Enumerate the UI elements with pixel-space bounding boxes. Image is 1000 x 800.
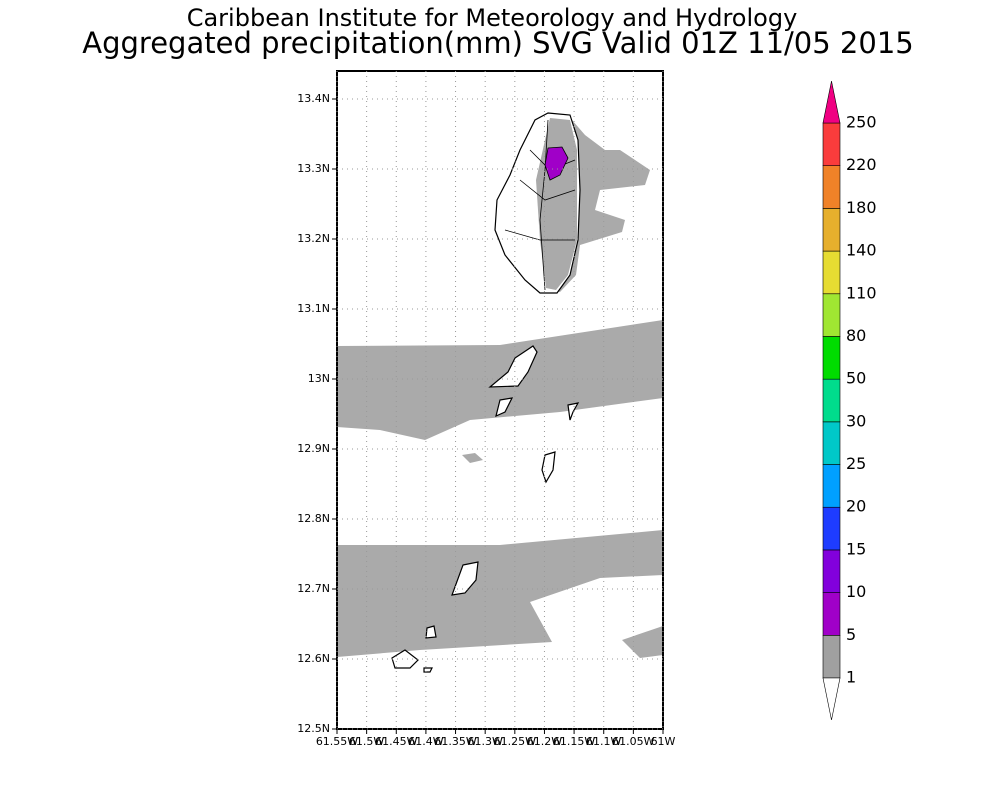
colorbar-bin xyxy=(822,293,841,337)
colorbar-label: 220 xyxy=(846,155,877,174)
y-tick-label: 13N xyxy=(308,372,330,385)
island xyxy=(391,649,419,669)
colorbar-label: 30 xyxy=(846,411,866,430)
colorbar-label: 110 xyxy=(846,283,877,302)
island xyxy=(425,625,437,639)
x-tick-label: 61.2W xyxy=(527,735,562,748)
x-tick-label: 61.15W xyxy=(553,735,595,748)
colorbar-label: 15 xyxy=(846,539,866,558)
y-tick-label: 12.5N xyxy=(297,722,330,735)
colorbar-bin xyxy=(822,421,841,465)
y-tick-label: 13.3N xyxy=(297,162,330,175)
colorbar-label: 10 xyxy=(846,582,866,601)
colorbar-bin xyxy=(822,122,841,166)
colorbar-bin xyxy=(822,250,841,295)
map-frame xyxy=(336,70,664,730)
subtitle: Aggregated precipitation(mm) SVG Valid 0… xyxy=(82,26,913,60)
colorbar-bin xyxy=(822,336,841,380)
island xyxy=(567,402,580,421)
colorbar-under xyxy=(822,677,841,721)
y-tick-label: 13.2N xyxy=(297,232,330,245)
colorbar-bin xyxy=(822,592,841,636)
colorbar-bin xyxy=(822,378,841,423)
y-tick-label: 13.4N xyxy=(297,92,330,105)
island xyxy=(495,397,514,418)
colorbar-label: 250 xyxy=(846,113,877,132)
x-tick-label: 61.05W xyxy=(612,735,654,748)
x-tick-label: 61.35W xyxy=(434,735,476,748)
colorbar-bin xyxy=(822,549,841,593)
colorbar-label: 140 xyxy=(846,241,877,260)
rain-band xyxy=(337,530,663,657)
y-tick-label: 13.1N xyxy=(297,302,330,315)
colorbar-label: 80 xyxy=(846,326,866,345)
x-tick-label: 61.4W xyxy=(408,735,443,748)
colorbar-label: 25 xyxy=(846,454,866,473)
river-lines xyxy=(504,119,576,291)
title: Caribbean Institute for Meteorology and … xyxy=(187,4,798,32)
island xyxy=(541,451,556,484)
x-tick-label: 61.55W xyxy=(316,735,358,748)
x-tick-label: 61.1W xyxy=(586,735,621,748)
colorbar-label: 50 xyxy=(846,369,866,388)
colorbar-bin xyxy=(822,464,841,508)
island xyxy=(451,561,479,596)
heavy-rain xyxy=(544,146,569,181)
x-tick-label: 61.45W xyxy=(375,735,417,748)
colorbar-bin xyxy=(822,165,841,209)
colorbar-bin xyxy=(822,506,841,551)
rain-patch xyxy=(462,453,483,463)
x-tick-label: 61.5W xyxy=(349,735,384,748)
x-tick-label: 61.25W xyxy=(494,735,536,748)
colorbar-label: 180 xyxy=(846,198,877,217)
y-tick-label: 12.9N xyxy=(297,442,330,455)
colorbar-label: 5 xyxy=(846,625,856,644)
x-tick-label: 61W xyxy=(651,735,676,748)
colorbar-over xyxy=(822,80,841,124)
colorbar-bin xyxy=(822,635,841,679)
y-tick-label: 12.6N xyxy=(297,652,330,665)
colorbar-bin xyxy=(822,208,841,252)
y-tick-label: 12.8N xyxy=(297,512,330,525)
island xyxy=(423,667,433,673)
rain-patch xyxy=(622,626,663,658)
y-tick-label: 12.7N xyxy=(297,582,330,595)
colorbar-label: 1 xyxy=(846,668,856,687)
colorbar-label: 20 xyxy=(846,497,866,516)
islands xyxy=(391,112,581,673)
island xyxy=(488,345,538,388)
x-tick-label: 61.3W xyxy=(467,735,502,748)
